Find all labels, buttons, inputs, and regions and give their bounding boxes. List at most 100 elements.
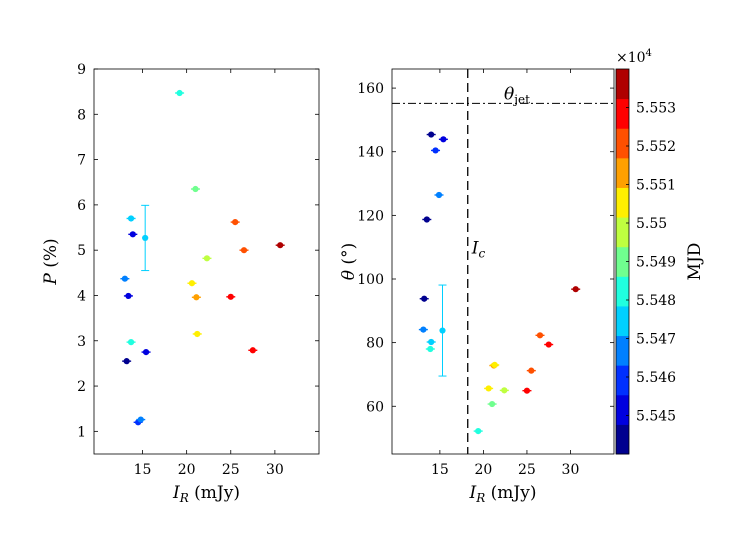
data-point	[240, 247, 248, 254]
data-point	[227, 293, 234, 300]
critical-flux-label: Ic	[471, 239, 486, 261]
colorbar-tick-label: 5.545	[636, 409, 676, 425]
colorbar-swatches	[616, 69, 629, 455]
typical-error-point	[439, 327, 446, 334]
left-y-axis-label: P (%)	[41, 238, 61, 285]
y-tick-label: 120	[357, 208, 384, 224]
data-point	[232, 218, 239, 226]
colorbar: 5.545 5.546 5.547 5.548 5.549 5.55 5.551 5.552 5…	[615, 48, 705, 455]
y-tick-label: 5	[77, 243, 86, 259]
data-point	[440, 136, 447, 143]
colorbar-swatch	[616, 217, 629, 248]
data-point	[427, 345, 434, 353]
colorbar-swatch	[616, 246, 629, 277]
left-axes-frame	[93, 68, 320, 455]
right-data-points	[418, 131, 581, 435]
data-point	[432, 147, 439, 154]
data-point	[435, 191, 443, 199]
data-point	[192, 185, 199, 193]
data-point	[523, 387, 531, 394]
data-point	[249, 347, 256, 354]
data-point	[572, 286, 579, 293]
y-tick-label: 1	[77, 424, 86, 440]
right-ticks: 15 20 25 30 60 80 100 120 140 160	[357, 69, 614, 478]
y-tick-label: 6	[77, 198, 86, 214]
panel-polarization-degree: 15 20 25 30 1 2 3 4 5 6 7 8 9 IR (mJy) P (%)	[41, 62, 320, 505]
data-point	[193, 294, 200, 301]
data-point	[137, 416, 144, 423]
y-tick-label: 80	[366, 336, 384, 352]
data-point	[125, 292, 132, 300]
data-point	[121, 275, 128, 282]
colorbar-swatch	[616, 365, 629, 396]
colorbar-swatch	[616, 128, 629, 159]
colorbar-swatch	[616, 69, 629, 100]
data-point	[475, 427, 482, 435]
y-tick-label: 160	[357, 81, 384, 97]
y-tick-label: 100	[357, 272, 384, 288]
colorbar-swatch	[616, 276, 629, 307]
jet-angle-label: θjet	[504, 84, 530, 106]
data-point	[489, 400, 496, 408]
panel-polarization-angle: 15 20 25 30 60 80 100 120 140 160 Ic θjet IR (mJy…	[339, 68, 615, 505]
x-tick-label: 30	[266, 462, 284, 478]
colorbar-swatch	[616, 157, 629, 188]
y-tick-label: 4	[77, 288, 86, 304]
data-point	[420, 326, 427, 333]
colorbar-tick-label: 5.553	[636, 101, 676, 117]
y-tick-label: 3	[77, 334, 86, 350]
x-tick-label: 15	[134, 462, 152, 478]
x-tick-label: 30	[562, 462, 580, 478]
data-point	[127, 339, 135, 346]
colorbar-tick-label: 5.546	[636, 370, 676, 386]
left-data-points	[120, 89, 285, 426]
data-point	[142, 348, 150, 356]
data-point	[203, 255, 211, 262]
y-tick-label: 9	[77, 62, 86, 78]
colorbar-swatch	[616, 98, 629, 129]
colorbar-tick-label: 5.547	[636, 332, 676, 348]
colorbar-ticks: 5.545 5.546 5.547 5.548 5.549 5.55 5.551 5.552 5…	[626, 101, 676, 425]
data-point	[536, 332, 544, 339]
x-tick-label: 20	[178, 462, 196, 478]
y-tick-label: 7	[77, 153, 86, 169]
data-point	[194, 330, 201, 338]
data-point	[127, 215, 135, 222]
colorbar-swatch	[616, 424, 629, 455]
colorbar-tick-label: 5.549	[636, 255, 676, 271]
x-tick-label: 20	[474, 462, 492, 478]
y-tick-label: 8	[77, 107, 86, 123]
colorbar-tick-label: 5.55	[636, 216, 667, 232]
colorbar-swatch	[616, 305, 629, 337]
data-point	[491, 361, 498, 369]
colorbar-tick-label: 5.548	[636, 293, 676, 309]
data-point	[129, 231, 136, 238]
x-tick-label: 15	[431, 462, 449, 478]
data-point	[123, 358, 130, 365]
data-point	[277, 242, 284, 249]
right-x-axis-label: IR (mJy)	[469, 483, 537, 505]
colorbar-swatch	[616, 394, 629, 425]
colorbar-multiplier: ×104	[616, 48, 652, 66]
colorbar-tick-label: 5.551	[636, 178, 676, 194]
right-y-axis-label: θ (°)	[339, 243, 359, 280]
colorbar-swatch	[616, 187, 629, 218]
left-ticks: 15 20 25 30 1 2 3 4 5 6 7 8 9	[77, 62, 319, 478]
right-axes-frame	[391, 68, 615, 455]
data-point	[545, 341, 552, 348]
data-point	[428, 131, 435, 138]
data-point	[188, 280, 196, 287]
data-point	[421, 295, 428, 302]
x-tick-label: 25	[518, 462, 536, 478]
y-tick-label: 2	[77, 379, 86, 395]
data-point	[176, 89, 183, 97]
data-point	[428, 338, 435, 346]
colorbar-tick-label: 5.552	[636, 139, 676, 155]
colorbar-label: MJD	[685, 243, 705, 281]
typical-error-point	[142, 234, 149, 242]
data-point	[485, 385, 492, 392]
data-point	[528, 367, 535, 374]
data-point	[423, 216, 430, 223]
